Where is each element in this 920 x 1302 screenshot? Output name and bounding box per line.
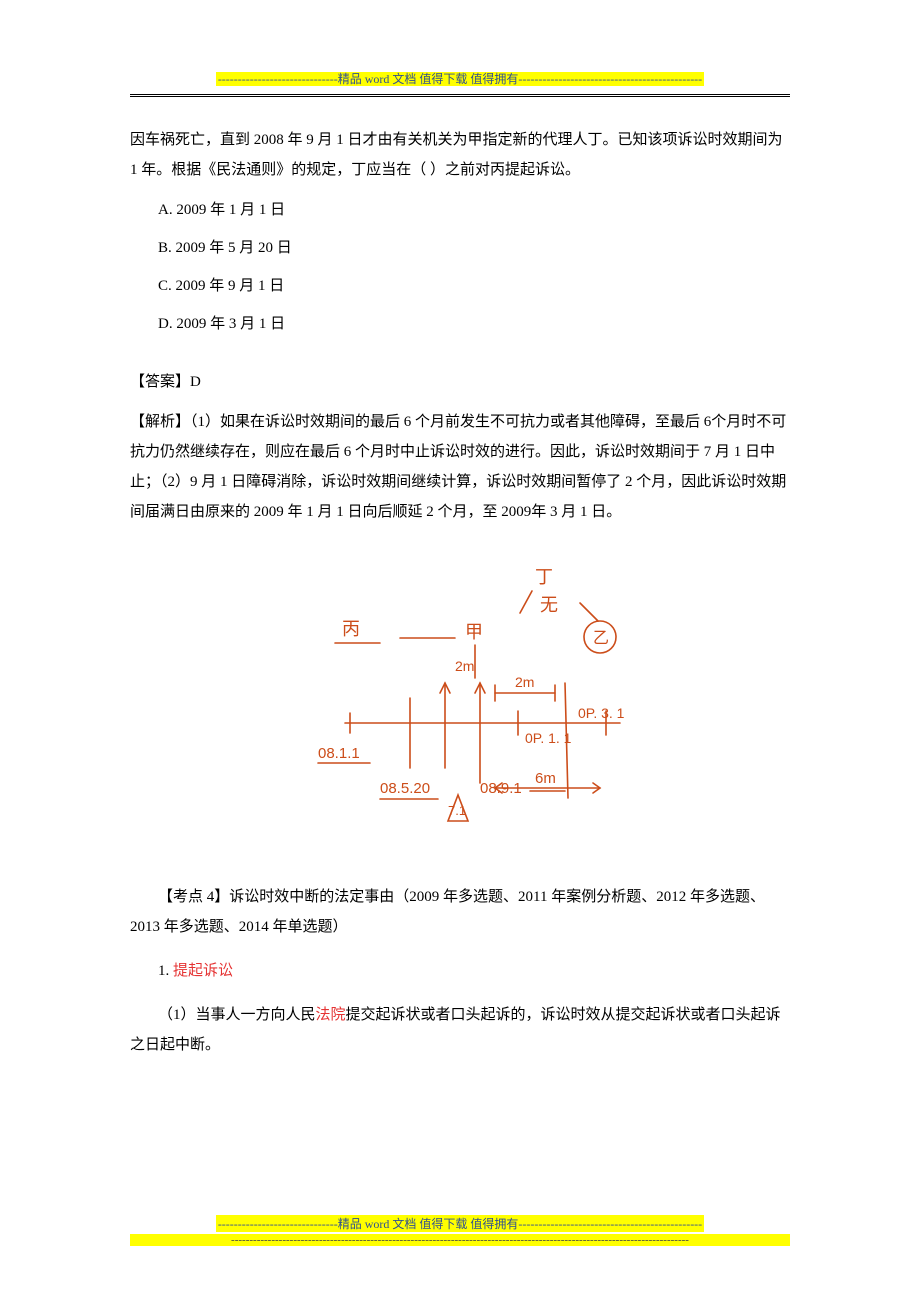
question-stem: 因车祸死亡，直到 2008 年 9 月 1 日才由有关机关为甲指定新的代理人丁。…: [130, 125, 790, 185]
diag-label-yi: 乙: [593, 630, 609, 647]
header-banner: ------------------------------精品 word 文档…: [130, 70, 790, 88]
answer-label: 【答案】D: [130, 367, 790, 397]
handwritten-diagram: 丁 无 丙 甲 乙 2m 2m: [130, 563, 790, 854]
diag-label-0811: 08.1.1: [318, 745, 360, 762]
footer-line2: ----------------------------------------…: [130, 1234, 790, 1246]
kaodian-body-1: （1）当事人一方向人民法院提交起诉状或者口头起诉的，诉讼时效从提交起诉状或者口头…: [130, 1000, 790, 1060]
option-d: D. 2009 年 3 月 1 日: [158, 309, 790, 339]
option-c: C. 2009 年 9 月 1 日: [158, 271, 790, 301]
diag-label-2m-b: 2m: [515, 674, 534, 690]
diag-label-bing: 丙: [342, 619, 360, 639]
diag-label-2m-a: 2m: [455, 658, 474, 674]
diag-label-jia: 甲: [465, 622, 483, 642]
footer-line1: ------------------------------精品 word 文档…: [216, 1215, 704, 1232]
diag-label-wu: 无: [540, 595, 558, 615]
item1-red: 提起诉讼: [173, 963, 233, 979]
answer-explanation: 【解析】（1）如果在诉讼时效期间的最后 6 个月前发生不可抗力或者其他障碍，至最…: [130, 407, 790, 527]
header-banner-text: ------------------------------精品 word 文档…: [216, 72, 704, 86]
diag-label-op11: 0P. 1. 1: [525, 730, 572, 746]
body-pre: （1）当事人一方向人民: [158, 1007, 316, 1023]
option-a: A. 2009 年 1 月 1 日: [158, 195, 790, 225]
document-body: 因车祸死亡，直到 2008 年 9 月 1 日才由有关机关为甲指定新的代理人丁。…: [130, 125, 790, 1060]
kaodian-item-1: 1. 提起诉讼: [130, 956, 790, 986]
diag-label-08520: 08.5.20: [380, 780, 430, 797]
diag-label-op31: 0P. 3. 1: [578, 705, 625, 721]
footer-banner: ------------------------------精品 word 文档…: [130, 1215, 790, 1246]
option-b: B. 2009 年 5 月 20 日: [158, 233, 790, 263]
diag-label-ding: 丁: [535, 567, 553, 587]
body-red: 法院: [316, 1007, 346, 1023]
kaodian-heading: 【考点 4】诉讼时效中断的法定事由（2009 年多选题、2011 年案例分析题、…: [130, 882, 790, 942]
header-divider: [130, 94, 790, 97]
diag-label-71: 7.1: [448, 803, 466, 818]
diag-label-6m: 6m: [535, 770, 556, 787]
item1-num: 1.: [158, 963, 173, 979]
